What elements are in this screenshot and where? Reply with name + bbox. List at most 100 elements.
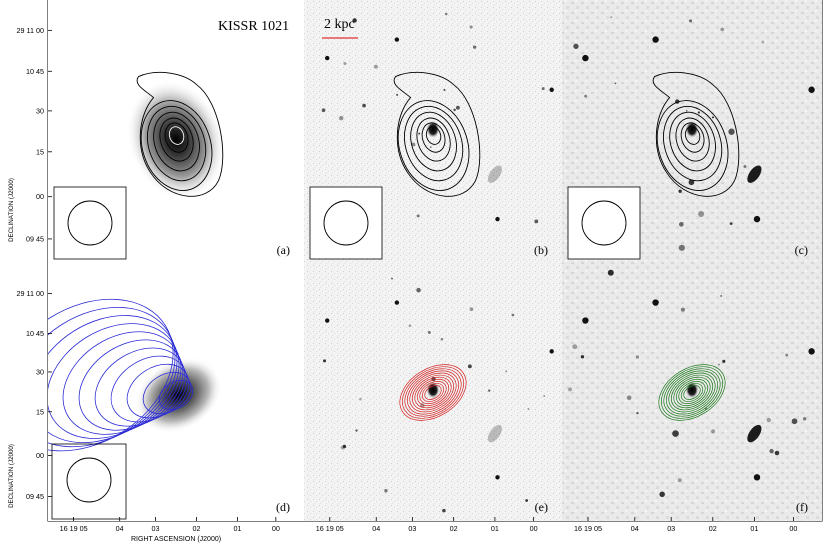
x-tick-label: 02 <box>709 524 717 533</box>
star <box>580 355 585 359</box>
star <box>527 408 530 410</box>
star <box>791 418 798 425</box>
star <box>549 87 554 92</box>
star <box>338 115 344 121</box>
panel-label: (e) <box>535 500 548 514</box>
x-tick-label: 16 19 05 <box>60 524 88 533</box>
beam-box <box>567 186 641 260</box>
panel-d: (d) <box>48 264 304 521</box>
star <box>543 395 546 397</box>
y-tick-label: 15 <box>36 407 44 416</box>
star <box>607 269 614 276</box>
star <box>495 475 500 480</box>
star <box>677 478 682 483</box>
contour <box>683 385 701 400</box>
star <box>678 244 685 251</box>
star <box>753 215 761 223</box>
contour <box>425 126 442 145</box>
contour <box>663 368 721 417</box>
contour-set <box>48 298 194 452</box>
y-tick-label: 00 <box>36 192 44 201</box>
panel-label: (c) <box>795 243 808 257</box>
star <box>455 105 460 110</box>
x-tick-label: 00 <box>272 524 280 533</box>
y-tick-label: 30 <box>36 367 44 376</box>
contour <box>661 366 723 419</box>
star <box>697 111 700 114</box>
panel-label: (d) <box>276 500 290 514</box>
beam-circle <box>67 200 113 246</box>
companion-source <box>747 424 762 443</box>
contour <box>399 364 467 421</box>
contour <box>652 71 740 197</box>
star <box>321 108 326 113</box>
star <box>720 294 723 297</box>
panel-c: (c) <box>562 0 822 264</box>
panel-b: (b) <box>304 0 562 264</box>
contour <box>414 376 452 409</box>
star <box>720 27 725 32</box>
contour <box>684 126 701 145</box>
star <box>808 86 815 93</box>
x-tick-label: 02 <box>450 524 458 533</box>
companion-source <box>747 165 762 183</box>
star <box>678 189 682 193</box>
contour <box>159 117 194 162</box>
star <box>689 19 693 23</box>
contour <box>663 105 723 182</box>
x-tick-label: 04 <box>631 524 639 533</box>
star <box>728 128 735 135</box>
contour <box>409 372 457 413</box>
x-tick-label: 16 19 05 <box>316 524 344 533</box>
star <box>636 411 639 415</box>
x-tick-label: 16 19 05 <box>574 524 602 533</box>
x-tick-label: 01 <box>233 524 241 533</box>
star <box>488 389 491 392</box>
x-tick-label: 03 <box>152 524 160 533</box>
contour <box>393 71 481 197</box>
star <box>495 216 500 222</box>
star <box>652 36 659 43</box>
contour <box>164 122 189 153</box>
y-axis-label-top: DECLINATION (J2000) <box>8 178 15 242</box>
star <box>325 55 330 61</box>
star <box>418 132 421 135</box>
star <box>443 88 446 91</box>
star <box>761 40 765 44</box>
beam-circle <box>581 200 627 246</box>
contour <box>424 385 442 400</box>
y-tick-label: 10 45 <box>26 329 44 338</box>
x-tick-label: 04 <box>116 524 124 533</box>
contour <box>411 374 455 411</box>
star <box>469 25 473 29</box>
panel-label: (a) <box>277 243 290 257</box>
y-tick-label: 09 45 <box>26 234 44 243</box>
beam-box <box>53 186 127 260</box>
star <box>394 37 400 42</box>
star <box>659 491 665 498</box>
y-tick-label: 29 11 00 <box>17 289 44 298</box>
star <box>505 370 508 373</box>
contour <box>419 380 447 405</box>
contour <box>673 376 711 409</box>
contour <box>147 105 207 182</box>
star <box>362 103 366 108</box>
star <box>743 165 747 169</box>
contour <box>404 368 462 417</box>
star <box>568 387 573 392</box>
star <box>373 64 378 69</box>
contour <box>48 306 176 448</box>
star <box>678 222 684 227</box>
beam-box <box>309 186 383 260</box>
star <box>323 359 327 363</box>
star <box>802 417 807 421</box>
galaxy-nucleus <box>426 120 440 139</box>
x-tick-label: 03 <box>667 524 675 533</box>
star <box>429 146 432 149</box>
x-tick-label: 01 <box>750 524 758 533</box>
star <box>572 344 578 350</box>
x-tick-label: 01 <box>491 524 499 533</box>
x-tick-label: 04 <box>372 524 380 533</box>
companion-source <box>487 165 502 183</box>
y-tick-label: 30 <box>36 106 44 115</box>
